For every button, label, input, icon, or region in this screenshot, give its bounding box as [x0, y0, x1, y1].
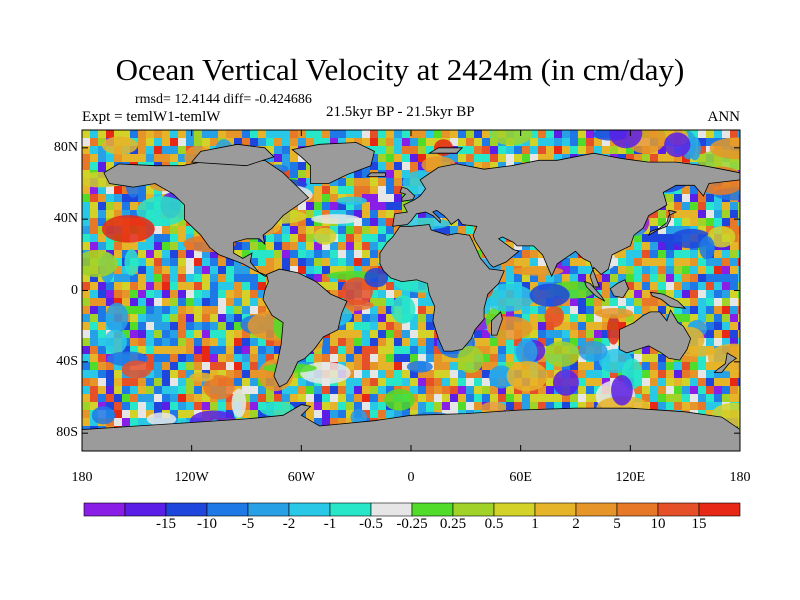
landmass-5 — [490, 311, 503, 336]
lon-tick-label: 60E — [509, 470, 532, 485]
colorbar-label: -15 — [156, 516, 176, 532]
colorbar-box — [206, 502, 249, 517]
landmass-1 — [291, 142, 375, 184]
colorbar-box — [452, 502, 495, 517]
landmass-8 — [399, 186, 416, 202]
colorbar-box — [165, 502, 208, 517]
lon-tick-label: 60W — [287, 470, 315, 485]
landmass-9 — [647, 209, 678, 237]
colorbar-box — [370, 502, 413, 517]
landmass-16 — [190, 143, 275, 167]
landmass-11 — [583, 280, 606, 302]
continents — [82, 142, 740, 451]
experiment-label: Expt = temlW1-temlW — [82, 109, 221, 125]
colorbar-box — [124, 502, 167, 517]
landmass-12 — [649, 291, 687, 309]
lat-tick-label: 0 — [71, 282, 78, 298]
colorbar-label: 10 — [650, 516, 666, 532]
lat-tick-label: 80N — [53, 139, 78, 155]
lon-tick-label: 120E — [615, 470, 646, 485]
colorbar-box — [329, 502, 372, 517]
colorbar-label: -10 — [197, 516, 217, 532]
colorbar-label: 15 — [691, 516, 707, 532]
colorbar-label: -0.25 — [396, 516, 428, 532]
colorbar-box — [698, 502, 741, 517]
landmass-4 — [379, 224, 505, 352]
colorbar-label: 2 — [572, 516, 580, 532]
colorbar-label: -1 — [323, 516, 337, 532]
lat-tick-label: 80S — [56, 425, 78, 441]
colorbar-box — [247, 502, 290, 517]
landmass-3 — [392, 152, 740, 288]
landmass-14 — [366, 172, 386, 177]
colorbar-box — [657, 502, 700, 517]
landmass-0 — [103, 159, 310, 277]
colorbar-label: 0.5 — [484, 516, 504, 532]
landmass-15 — [427, 147, 464, 154]
landmass-2 — [262, 268, 348, 388]
colorbar-box — [411, 502, 454, 517]
landmass-13 — [713, 352, 738, 373]
landmass-10 — [609, 279, 629, 299]
colorbar-box — [83, 502, 126, 517]
colorbar-label: 5 — [613, 516, 621, 532]
period-label: 21.5kyr BP - 21.5kyr BP — [326, 104, 475, 120]
landmass-7 — [82, 404, 740, 451]
lon-tick-label: 180 — [729, 470, 751, 485]
lon-tick-label: 180 — [71, 470, 93, 485]
colorbar-box — [575, 502, 618, 517]
colorbar-box — [288, 502, 331, 517]
colorbar-label: -0.5 — [359, 516, 383, 532]
lon-tick-label: 120W — [174, 470, 209, 485]
colorbar-label: -2 — [282, 516, 296, 532]
colorbar-box — [493, 502, 536, 517]
map-title: Ocean Vertical Velocity at 2424m (in cm/… — [115, 52, 685, 87]
colorbar-box — [616, 502, 659, 517]
colorbar-label: 0.25 — [439, 516, 467, 532]
colorbar-box — [534, 502, 577, 517]
landmass-6 — [619, 309, 692, 361]
lat-tick-label: 40S — [56, 353, 78, 369]
season-label: ANN — [707, 109, 741, 125]
rmsd-diff-text: rmsd= 12.4144 diff= -0.424686 — [135, 92, 312, 107]
lon-tick-label: 0 — [407, 470, 415, 485]
colorbar-label: 1 — [531, 516, 539, 532]
colorbar-label: -5 — [241, 516, 255, 532]
axis-ticks — [81, 130, 741, 451]
lat-tick-label: 40N — [53, 211, 78, 227]
